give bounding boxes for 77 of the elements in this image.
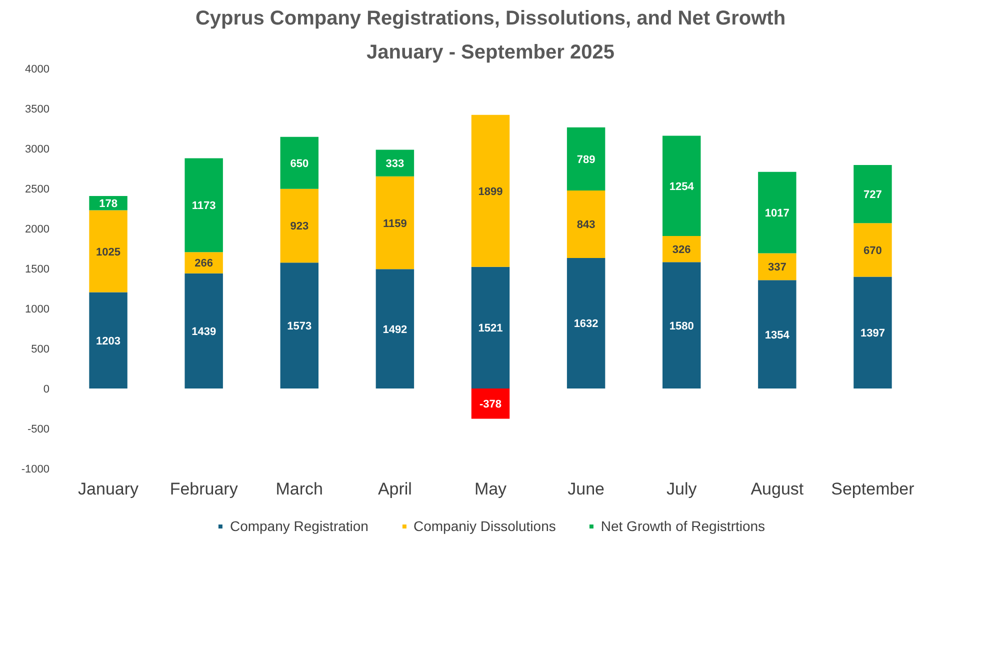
y-tick-label: 2000: [25, 224, 50, 236]
bar: [376, 176, 414, 270]
bar: [89, 210, 128, 292]
data-label: 1254: [669, 180, 695, 193]
bar: [471, 114, 510, 267]
data-label: 923: [290, 220, 309, 233]
data-label: 1632: [574, 318, 598, 330]
bar: [184, 252, 223, 274]
data-label: 1173: [192, 200, 216, 212]
x-tick-label: July: [666, 480, 698, 498]
y-tick-label: 3500: [25, 104, 50, 116]
bar: [854, 276, 892, 388]
data-label: 1159: [383, 218, 407, 230]
y-tick-label: -1000: [21, 464, 50, 476]
bar: [376, 150, 414, 176]
x-tick-label: January: [78, 480, 140, 498]
data-label: 326: [672, 244, 691, 256]
data-label: 1025: [96, 246, 121, 258]
x-tick-label: February: [170, 480, 238, 498]
data-label: -378: [479, 398, 502, 411]
data-label: 178: [99, 198, 118, 210]
y-tick-label: 3000: [25, 144, 50, 156]
bar: [566, 190, 606, 258]
legend-label: Net Growth of Registrtions: [600, 518, 766, 534]
bar: [758, 280, 796, 388]
y-tick-label: 4000: [25, 64, 50, 76]
y-tick-label: -500: [27, 424, 50, 436]
x-tick-label: May: [474, 480, 508, 498]
y-tick-label: 1500: [25, 264, 50, 276]
legend-label: Company Registration: [230, 518, 368, 534]
bar: [280, 136, 318, 189]
bar: [471, 266, 510, 388]
x-tick-label: August: [750, 480, 804, 498]
data-label: 1899: [478, 186, 503, 198]
data-label: 1573: [287, 320, 312, 333]
x-tick-label: September: [831, 480, 915, 498]
data-label: 727: [864, 189, 882, 202]
data-label: 1397: [860, 328, 885, 340]
data-label: 337: [768, 262, 786, 274]
bar: [184, 158, 223, 252]
bar: [280, 188, 318, 263]
y-tick-label: 2500: [25, 184, 50, 196]
bar: [376, 269, 414, 388]
bar: [758, 172, 796, 254]
data-label: 333: [386, 158, 404, 170]
data-label: 1580: [669, 320, 694, 332]
bar: [662, 262, 701, 388]
data-label: 1439: [192, 326, 216, 338]
bar: [662, 136, 701, 236]
x-tick-label: April: [378, 480, 412, 498]
legend-label: Companiy Dissolutions: [413, 518, 556, 534]
data-label: 266: [194, 258, 214, 270]
bar: [89, 292, 128, 388]
data-label: 789: [576, 154, 596, 166]
chart-subtitle: January - September 2025: [366, 42, 614, 64]
bar: [566, 127, 606, 190]
x-tick-label: June: [568, 480, 604, 498]
data-label: 1354: [764, 329, 790, 342]
y-tick-label: 500: [31, 344, 50, 356]
data-label: 1521: [478, 322, 503, 335]
bar: [566, 258, 606, 388]
y-tick-label: 0: [43, 384, 50, 396]
bar: [854, 223, 892, 277]
bar: [854, 164, 892, 224]
data-label: 670: [864, 244, 882, 257]
data-label: 1017: [764, 208, 790, 220]
y-tick-label: 1000: [25, 304, 50, 316]
data-label: 843: [576, 219, 596, 232]
x-tick-label: March: [276, 480, 324, 498]
data-label: 1492: [382, 324, 408, 336]
chart-title: Cyprus Company Registrations, Dissolutions, and Net Growth: [195, 8, 786, 30]
bar: [471, 388, 510, 419]
bar: [280, 262, 318, 388]
data-label: 1203: [96, 335, 121, 348]
data-label: 650: [290, 158, 309, 170]
bar: [758, 253, 796, 280]
bar: [184, 273, 223, 388]
